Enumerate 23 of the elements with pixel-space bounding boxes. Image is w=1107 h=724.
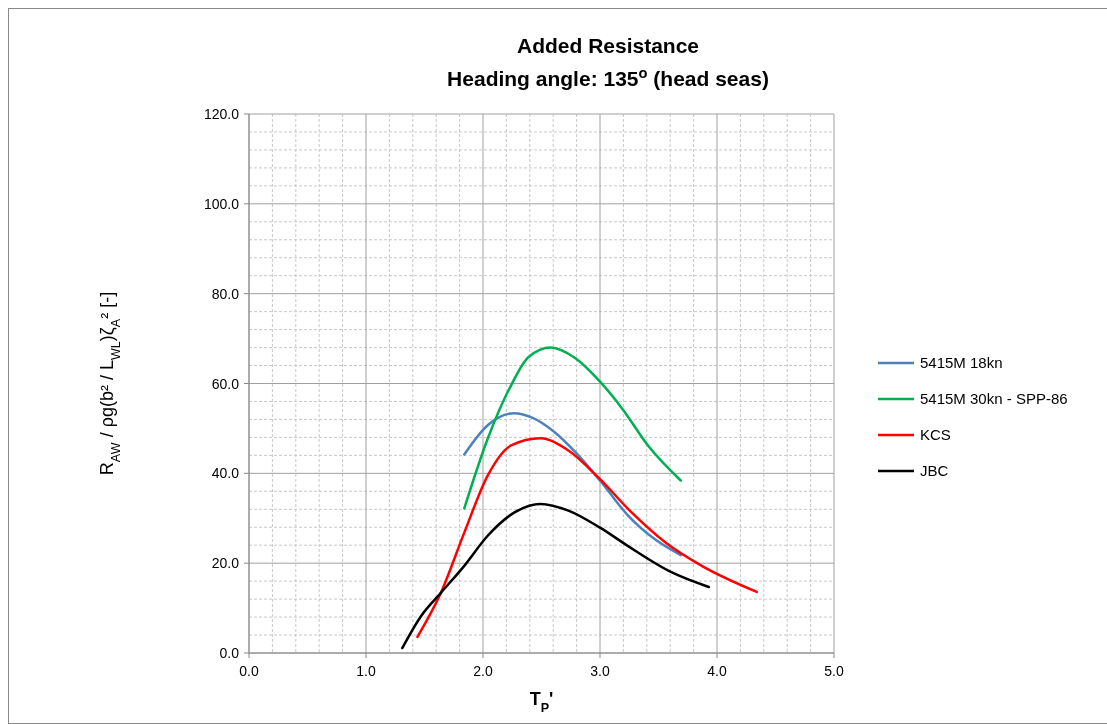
legend-label: JBC [920, 462, 949, 479]
y-tick-label: 80.0 [211, 285, 240, 302]
y-tick-label: 40.0 [211, 465, 240, 482]
x-tick-label: 3.0 [590, 663, 610, 679]
y-tick-label: 100.0 [203, 195, 240, 212]
line-series [416, 437, 759, 639]
chart-title: Added Resistance [516, 34, 700, 57]
x-tick-label: 5.0 [824, 663, 844, 679]
x-tick-label: 2.0 [473, 663, 493, 679]
legend-label: 5415M 30kn - SPP-86 [920, 390, 1068, 407]
x-tick-label: 1.0 [356, 663, 376, 679]
y-tick-label: 20.0 [211, 555, 240, 572]
y-tick-label: 60.0 [211, 375, 240, 392]
legend-label: 5415M 18kn [920, 354, 1003, 371]
line-series [401, 502, 711, 650]
legend-label: KCS [920, 426, 951, 443]
line-series [463, 346, 682, 510]
y-tick-label: 120.0 [203, 106, 240, 122]
x-tick-label: 0.0 [239, 663, 259, 679]
x-axis-title: T$_{P}$' [529, 689, 554, 715]
y-tick-label: 0.0 [219, 645, 240, 661]
x-tick-label: 4.0 [707, 663, 727, 679]
chart-subtitle: Heading angle: 135$^{o}$ (head seas) [447, 65, 769, 90]
